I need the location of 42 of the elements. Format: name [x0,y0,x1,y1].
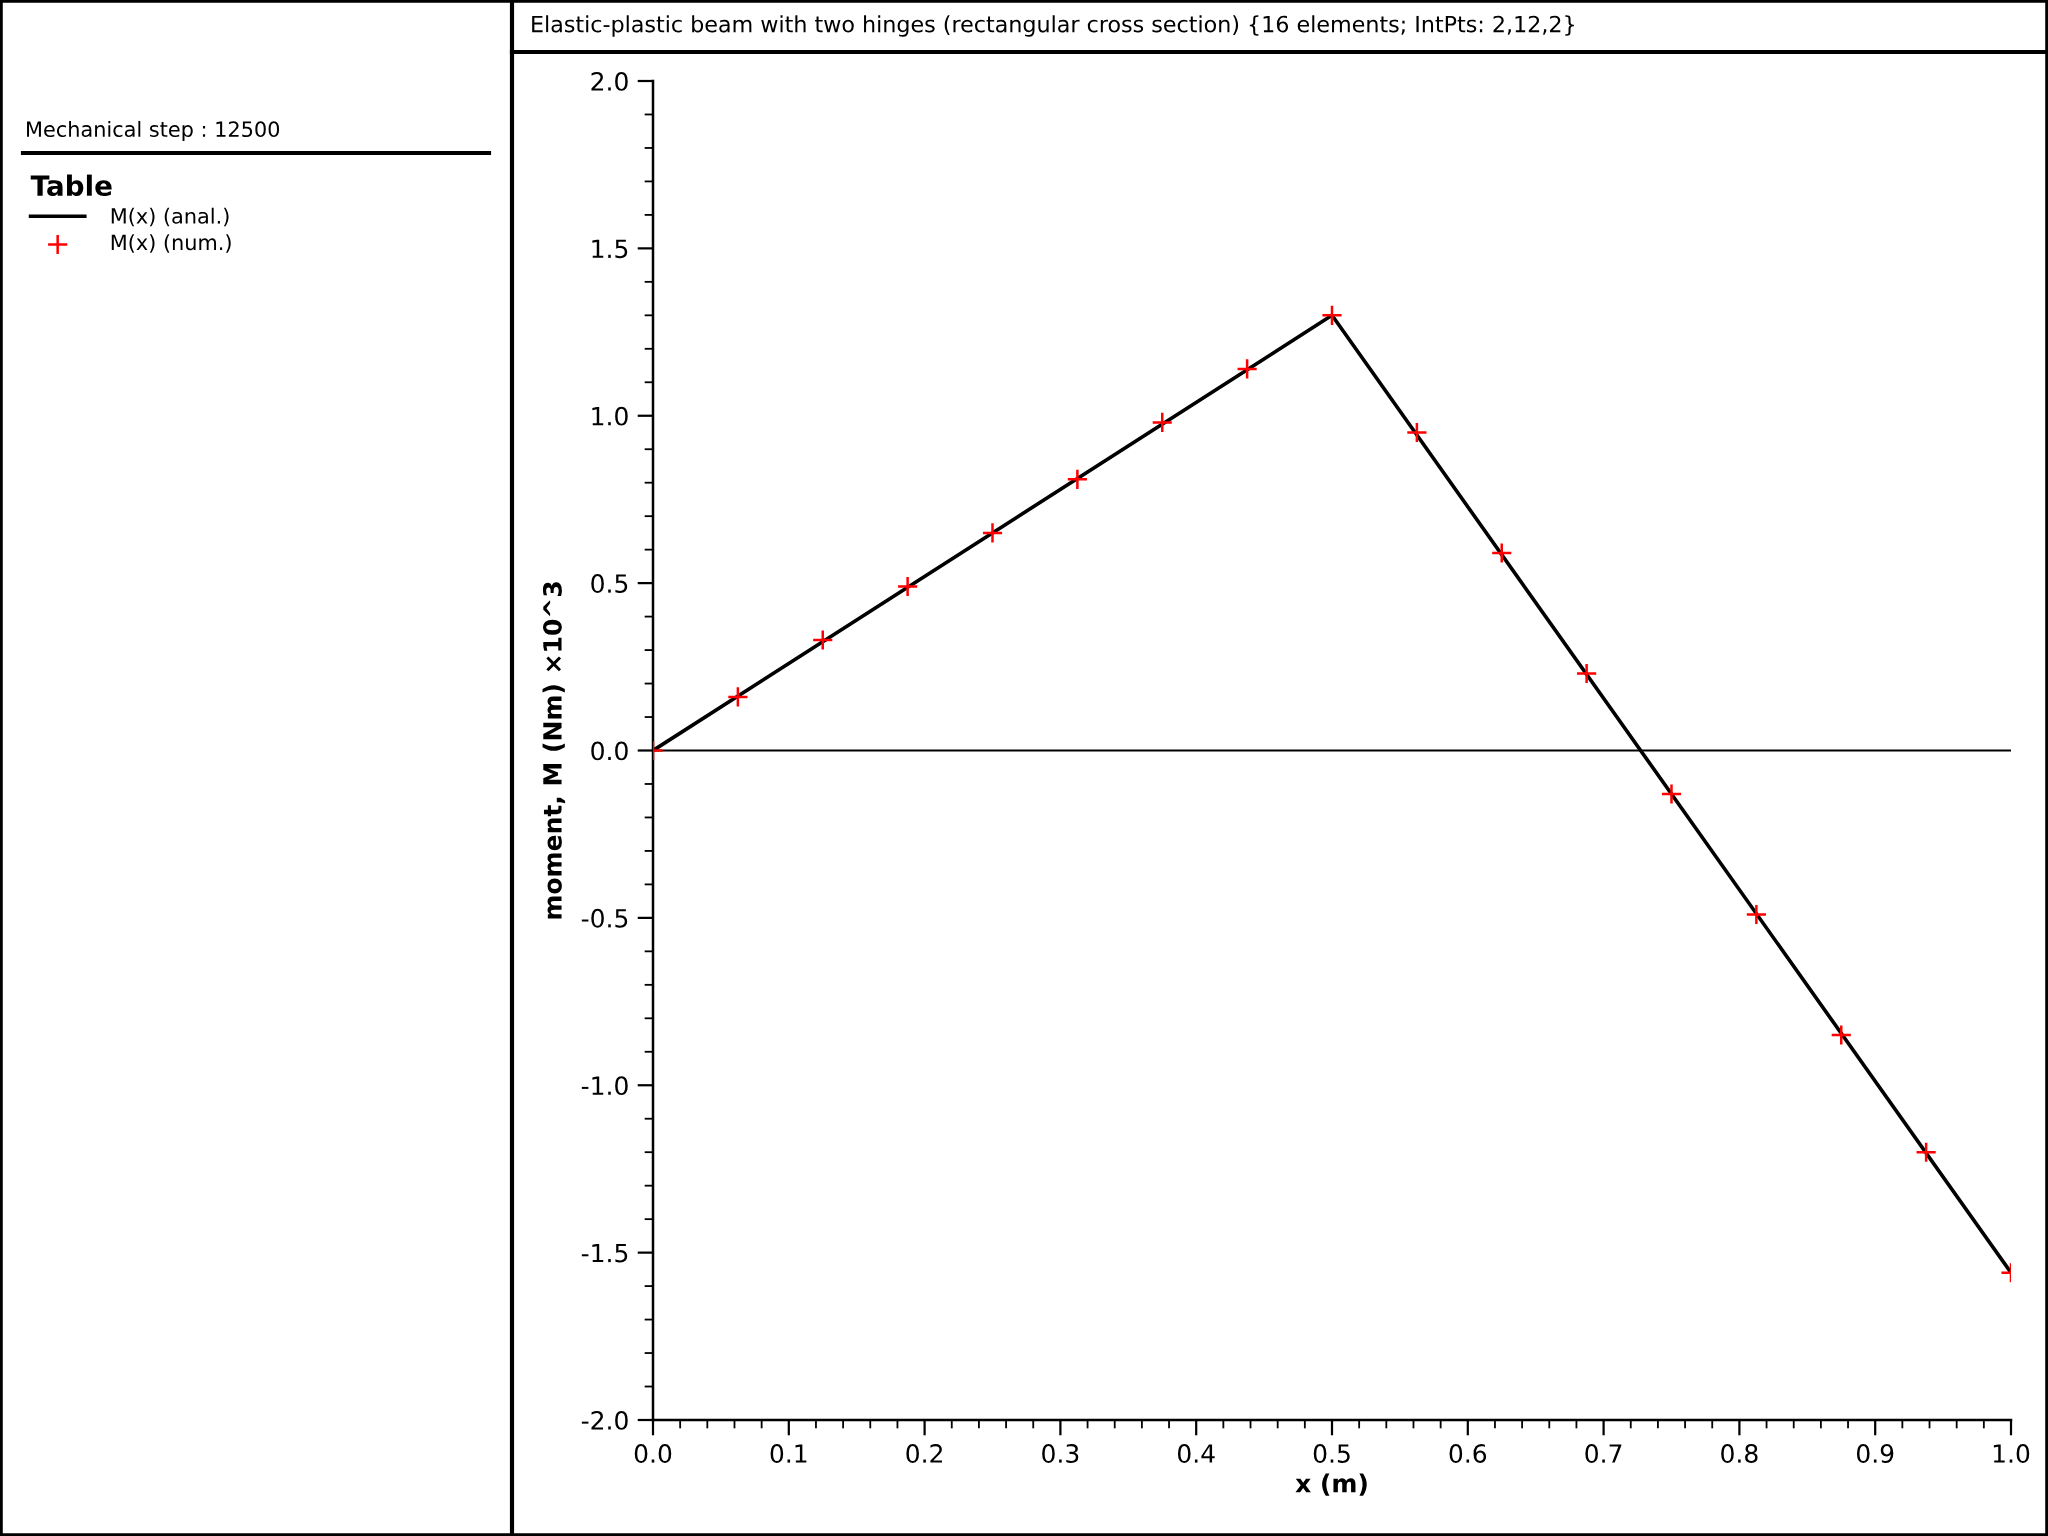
point [1066,468,1089,491]
y-tick-label: -1.0 [581,1076,628,1096]
y-tick-label: -2.0 [581,1410,628,1430]
point [1490,542,1513,564]
x-axis-title: x (m) [1295,1473,1367,1496]
point [896,575,919,598]
legend-label: M(x) (anal.) [111,207,229,227]
y-tick-label: 1.0 [592,406,628,426]
x-tick-label: 0.8 [1721,1444,1758,1463]
y-tick-label: 1.5 [592,239,628,259]
point [1575,662,1598,685]
y-tick-label: 0.5 [591,574,628,593]
point [1151,411,1174,434]
point [1406,421,1428,444]
y-tick-label: 2.0 [591,71,628,91]
x-tick-label: 0.7 [1585,1444,1622,1463]
x-tick-label: 0.5 [1313,1444,1350,1463]
y-tick-label: -0.5 [581,908,628,928]
x-tick-label: 1.0 [1993,1444,2030,1463]
x-tick-label: 0.2 [906,1444,942,1463]
point [1321,304,1343,327]
y-tick-label: 0.0 [591,741,628,761]
point [1236,358,1258,380]
point [1915,1141,1937,1164]
x-tick-label: 0.4 [1177,1444,1215,1463]
point [981,522,1004,544]
text: Mechanical step : 12500 [27,120,280,142]
y-axis-title: moment, M (Nm) ×10^3 [542,582,566,919]
point [1830,1024,1853,1046]
legend-title: Table [30,174,112,197]
legend-label: M(x) (num.) [111,234,231,253]
x-tick-label: 0.3 [1042,1444,1079,1463]
point [727,686,749,708]
x-tick-label: 0.0 [634,1444,672,1463]
y-tick-label: -1.5 [581,1243,628,1263]
point [1660,783,1683,805]
x-tick-label: 0.1 [770,1444,807,1463]
x-tick-label: 0.9 [1856,1444,1894,1463]
x-tick-label: 0.6 [1449,1444,1487,1463]
point [811,629,834,651]
point [1745,903,1768,926]
chart-title: Elastic-plastic beam with two hinges (rectangular cross section) {16 elements; IntPts: 2,12,2} [532,15,1574,37]
